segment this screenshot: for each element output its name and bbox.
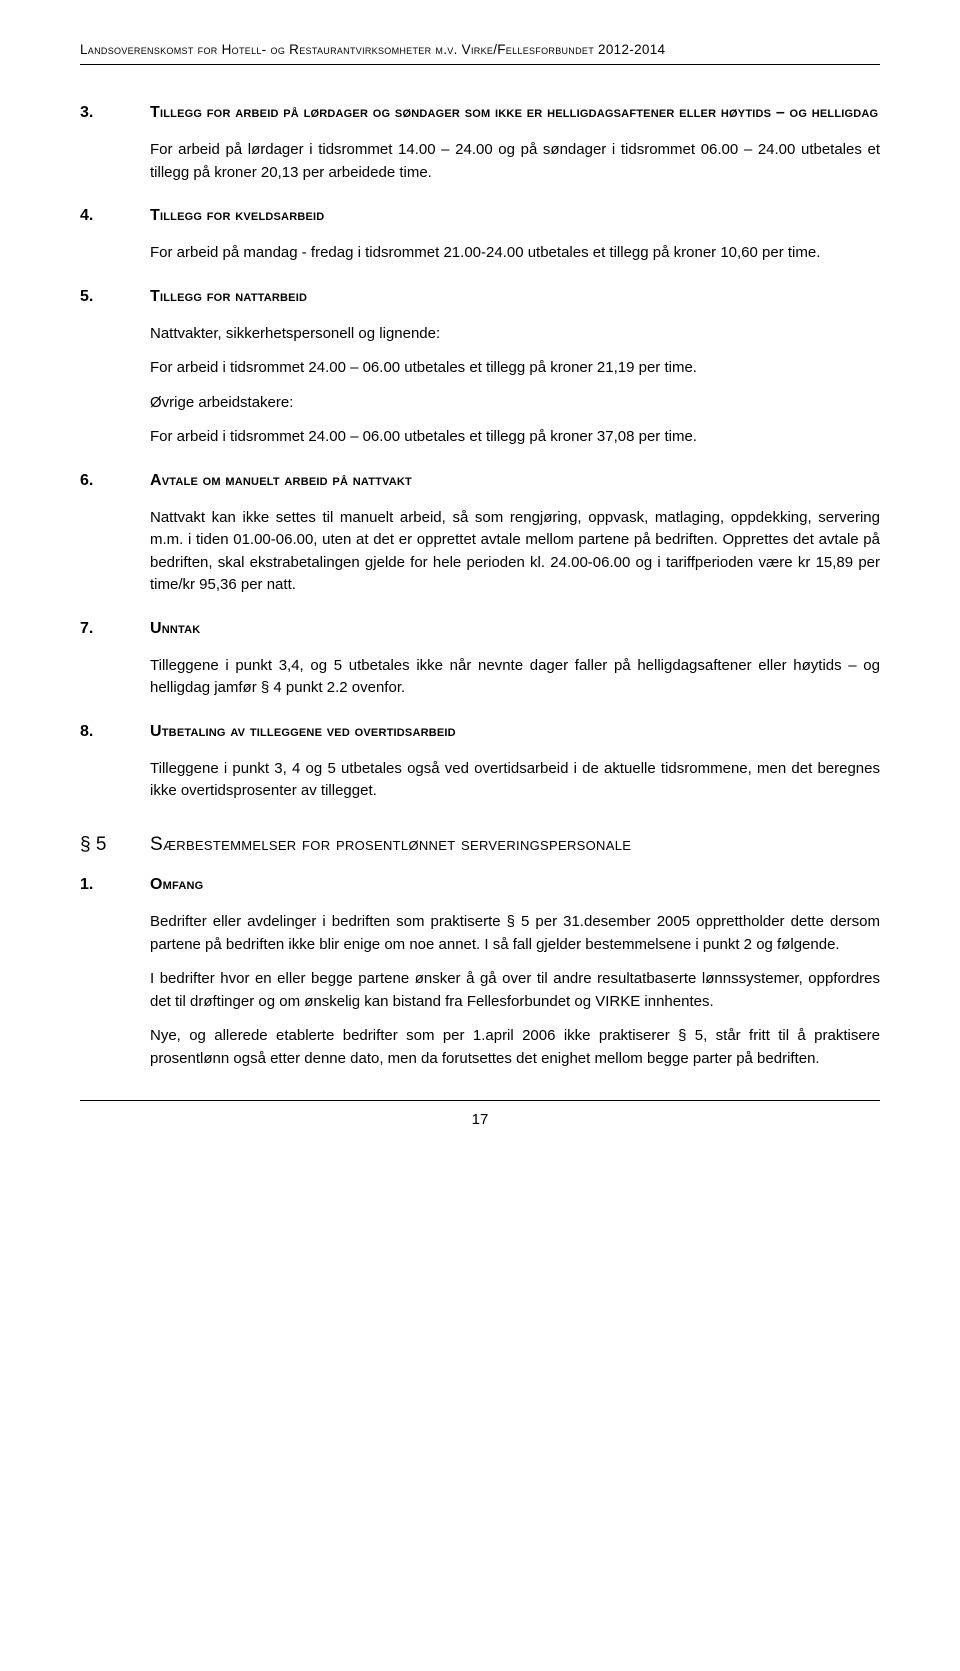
page-number: 17	[472, 1111, 489, 1128]
page-footer: 17	[80, 1100, 880, 1132]
document-header: Landsoverenskomst for Hotell- og Restaur…	[80, 40, 880, 65]
paragraph: Bedrifter eller avdelinger i bedriften s…	[150, 911, 880, 956]
paragraph: Nattvakter, sikkerhetspersonell og ligne…	[150, 323, 880, 346]
section-number: 7.	[80, 617, 150, 641]
section-4-body: For arbeid på mandag - fredag i tidsromm…	[150, 242, 880, 265]
main-section-heading: § 5 Særbestemmelser for prosentlønnet se…	[80, 831, 880, 860]
section-6-heading: 6. Avtale om manuelt arbeid på nattvakt	[80, 469, 880, 493]
paragraph: Øvrige arbeidstakere:	[150, 392, 880, 415]
section-7-body: Tilleggene i punkt 3,4, og 5 utbetales i…	[150, 655, 880, 700]
section-number: 5.	[80, 285, 150, 309]
section-5-body: Nattvakter, sikkerhetspersonell og ligne…	[150, 323, 880, 449]
section-number: 6.	[80, 469, 150, 493]
section-number: 8.	[80, 720, 150, 744]
paragraph: For arbeid i tidsrommet 24.00 – 06.00 ut…	[150, 426, 880, 449]
section-title: Unntak	[150, 617, 200, 641]
paragraph: Tilleggene i punkt 3, 4 og 5 utbetales o…	[150, 758, 880, 803]
section-title: Utbetaling av tilleggene ved overtidsarb…	[150, 720, 456, 744]
section-8-body: Tilleggene i punkt 3, 4 og 5 utbetales o…	[150, 758, 880, 803]
section-5-heading: 5. Tillegg for nattarbeid	[80, 285, 880, 309]
section-title: Tillegg for arbeid på lørdager og søndag…	[150, 101, 878, 125]
section-8-heading: 8. Utbetaling av tilleggene ved overtids…	[80, 720, 880, 744]
paragraph: For arbeid på lørdager i tidsrommet 14.0…	[150, 139, 880, 184]
section-3-heading: 3. Tillegg for arbeid på lørdager og søn…	[80, 101, 880, 125]
section-title: Avtale om manuelt arbeid på nattvakt	[150, 469, 412, 493]
section-3-body: For arbeid på lørdager i tidsrommet 14.0…	[150, 139, 880, 184]
main-section-number: § 5	[80, 831, 150, 860]
section-4-heading: 4. Tillegg for kveldsarbeid	[80, 204, 880, 228]
section-number: 1.	[80, 873, 150, 897]
section-title: Tillegg for kveldsarbeid	[150, 204, 324, 228]
section-6-body: Nattvakt kan ikke settes til manuelt arb…	[150, 507, 880, 597]
sub1-heading: 1. Omfang	[80, 873, 880, 897]
paragraph: For arbeid i tidsrommet 24.00 – 06.00 ut…	[150, 357, 880, 380]
sub1-body: Bedrifter eller avdelinger i bedriften s…	[150, 911, 880, 1070]
section-title: Omfang	[150, 873, 203, 897]
paragraph: I bedrifter hvor en eller begge partene …	[150, 968, 880, 1013]
paragraph: Tilleggene i punkt 3,4, og 5 utbetales i…	[150, 655, 880, 700]
section-title: Tillegg for nattarbeid	[150, 285, 307, 309]
section-number: 4.	[80, 204, 150, 228]
paragraph: Nattvakt kan ikke settes til manuelt arb…	[150, 507, 880, 597]
paragraph: For arbeid på mandag - fredag i tidsromm…	[150, 242, 880, 265]
main-section-title: Særbestemmelser for prosentlønnet server…	[150, 831, 631, 860]
paragraph: Nye, og allerede etablerte bedrifter som…	[150, 1025, 880, 1070]
section-number: 3.	[80, 101, 150, 125]
section-7-heading: 7. Unntak	[80, 617, 880, 641]
